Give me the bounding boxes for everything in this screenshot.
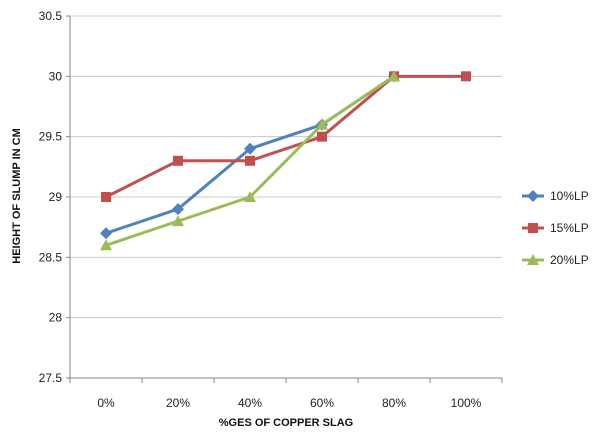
y-tick-label: 29.5	[39, 130, 63, 144]
data-point	[244, 191, 256, 202]
x-tick-label: 40%	[238, 396, 262, 410]
y-tick-label: 30	[49, 69, 63, 83]
data-point	[172, 203, 184, 216]
data-point	[244, 142, 256, 155]
series-1	[100, 70, 400, 240]
legend-item: 10%LP	[522, 189, 589, 203]
data-point	[461, 71, 471, 82]
data-point	[172, 215, 184, 227]
y-tick-label: 28	[49, 311, 63, 325]
y-tick-label: 29	[49, 190, 63, 204]
data-point	[100, 227, 112, 240]
x-tick-label: 20%	[166, 396, 190, 410]
legend-label: 15%LP	[550, 221, 589, 235]
x-tick-label: 100%	[451, 396, 482, 410]
x-axis-title: %GES OF COPPER SLAG	[219, 417, 353, 429]
data-point	[245, 155, 255, 166]
legend-marker	[527, 190, 539, 202]
data-point	[173, 155, 183, 166]
x-tick-label: 60%	[310, 396, 334, 410]
y-tick-label: 30.5	[39, 9, 63, 23]
data-point	[101, 192, 111, 202]
x-tick-label: 0%	[97, 396, 115, 410]
series-3	[100, 70, 400, 251]
x-tick-labels: 0% 20% 40% 60% 80% 100%	[97, 396, 481, 410]
axes	[66, 15, 503, 383]
data-point	[388, 70, 400, 82]
data-point	[316, 118, 328, 130]
data-point	[100, 239, 112, 251]
legend-label: 20%LP	[550, 253, 589, 267]
y-tick-label: 28.5	[39, 250, 63, 264]
y-tick-labels: 27.5 28 28.5 29 29.5 30 30.5	[39, 9, 63, 385]
series-line	[105, 75, 395, 235]
series-line	[105, 74, 466, 199]
legend-label: 10%LP	[550, 189, 589, 203]
series-group	[100, 70, 471, 251]
legend-item: 20%LP	[522, 253, 589, 267]
y-axis-title: HEIGHT OF SLUMP IN CM	[11, 128, 23, 263]
legend: 10%LP 15%LP 20%LP	[522, 189, 589, 267]
gridlines	[70, 15, 502, 319]
y-tick-label: 27.5	[39, 371, 63, 385]
legend-marker	[527, 254, 539, 265]
data-point	[317, 131, 327, 142]
legend-item: 15%LP	[522, 221, 589, 235]
legend-marker	[528, 223, 538, 233]
x-tick-label: 80%	[382, 396, 406, 410]
